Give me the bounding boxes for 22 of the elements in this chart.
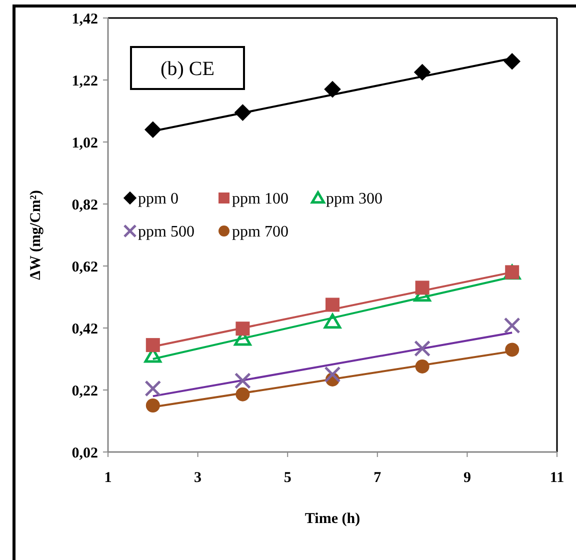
x-tick-label: 11: [550, 470, 564, 486]
x-axis-title: Time (h): [304, 511, 360, 527]
x-tick-label: 5: [284, 470, 292, 486]
legend-label: ppm 500: [138, 224, 194, 241]
y-tick-label: 0,42: [72, 321, 98, 338]
x-tick-label: 1: [104, 470, 112, 486]
legend-label: ppm 300: [326, 190, 382, 208]
legend-label: ppm 700: [232, 224, 288, 241]
y-tick-label: 0,62: [72, 259, 98, 276]
y-tick-label: 0,02: [72, 445, 98, 462]
x-tick-label: 9: [463, 470, 471, 486]
y-tick-label: 1,22: [72, 73, 98, 90]
y-tick-label: 0,82: [72, 197, 98, 214]
y-tick-label: 1,02: [72, 135, 98, 152]
y-tick-label: 0,22: [72, 383, 98, 400]
text: (b) CE: [160, 58, 214, 80]
y-axis-title: ΔW (mg/Cm²): [28, 190, 44, 280]
x-tick-label: 7: [374, 470, 382, 486]
legend-label: ppm 0: [138, 190, 178, 208]
legend-label: ppm 100: [232, 190, 288, 208]
x-tick-label: 3: [194, 470, 202, 486]
y-tick-label: 1,42: [72, 11, 98, 28]
